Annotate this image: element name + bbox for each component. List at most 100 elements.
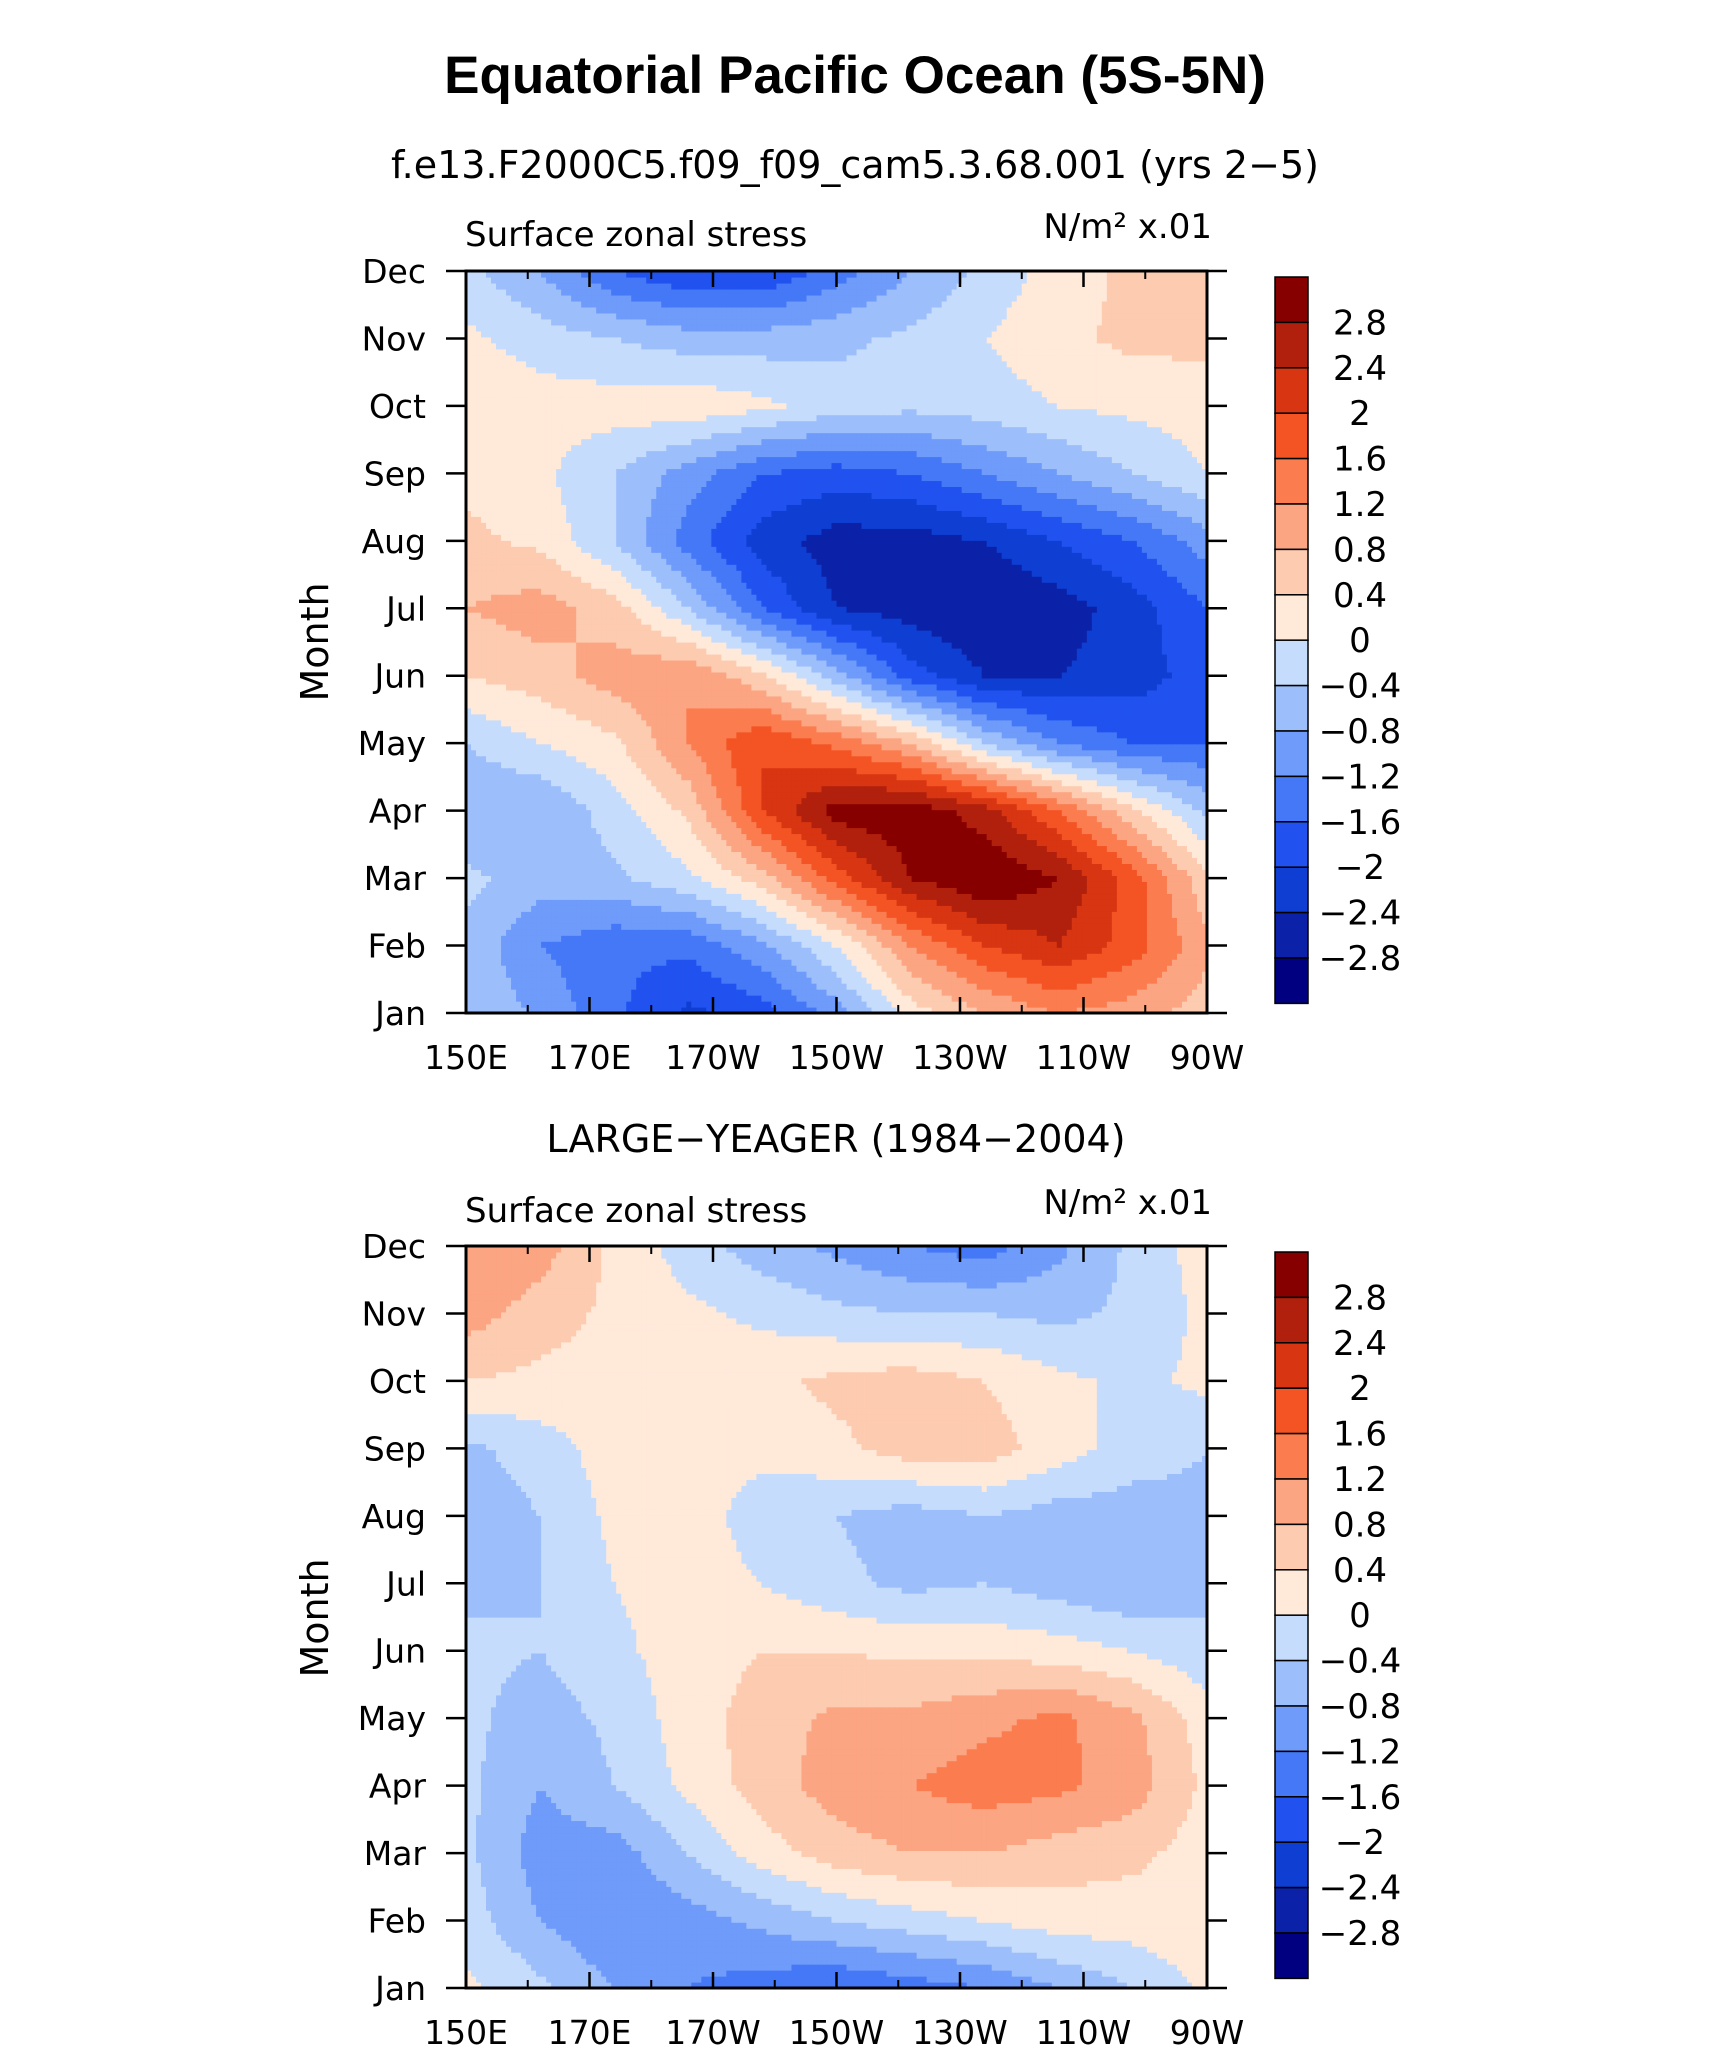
heatmap-cell	[731, 833, 737, 841]
heatmap-cell	[716, 953, 722, 960]
heatmap-cell	[686, 875, 692, 882]
heatmap-cell	[821, 893, 828, 900]
heatmap-cell	[871, 923, 878, 930]
heatmap-cell	[586, 983, 592, 990]
heatmap-cell	[1086, 875, 1093, 882]
heatmap-cell	[576, 821, 582, 829]
heatmap-cell	[896, 953, 903, 960]
heatmap-cell	[511, 875, 517, 882]
heatmap-cell	[921, 929, 928, 936]
heatmap-cell	[956, 935, 963, 942]
heatmap-cell	[616, 869, 622, 876]
heatmap-cell	[551, 809, 557, 817]
heatmap-cell	[611, 869, 617, 876]
heatmap-cell	[811, 941, 818, 948]
heatmap-cell	[826, 953, 833, 960]
heatmap-cell	[581, 959, 587, 966]
heatmap-cell	[866, 977, 873, 984]
heatmap-cell	[701, 923, 707, 930]
heatmap-cell	[886, 857, 893, 864]
heatmap-cell	[756, 851, 762, 859]
heatmap-cell	[1056, 977, 1063, 984]
heatmap-cell	[841, 983, 848, 990]
heatmap-cell	[766, 869, 773, 876]
heatmap-cell	[1186, 1007, 1193, 1014]
heatmap-cell	[886, 923, 893, 930]
heatmap-cell	[821, 869, 828, 876]
heatmap-cell	[606, 881, 612, 888]
heatmap-cell	[781, 965, 788, 972]
heatmap-cell	[916, 1007, 923, 1014]
heatmap-cell	[696, 911, 702, 918]
heatmap-cell	[1041, 995, 1048, 1002]
heatmap-cell	[1176, 815, 1183, 823]
heatmap-cell	[586, 821, 592, 829]
heatmap-cell	[506, 899, 512, 906]
heatmap-cell	[586, 863, 592, 870]
heatmap-cell	[721, 815, 727, 823]
heatmap-cell	[721, 857, 727, 864]
heatmap-cell	[1166, 911, 1173, 918]
heatmap-cell	[526, 941, 532, 948]
heatmap-cell	[1026, 827, 1033, 835]
heatmap-cell	[986, 827, 993, 835]
heatmap-cell	[1056, 881, 1063, 888]
heatmap-cell	[921, 875, 928, 882]
heatmap-cell	[681, 839, 687, 847]
heatmap-cell	[791, 887, 798, 894]
heatmap-cell	[526, 935, 532, 942]
heatmap-cell	[696, 821, 702, 829]
heatmap-cell	[646, 947, 652, 954]
heatmap-cell	[941, 1007, 948, 1014]
heatmap-cell	[491, 1007, 497, 1014]
heatmap-cell	[631, 941, 637, 948]
heatmap-cell	[851, 959, 858, 966]
heatmap-cell	[711, 923, 717, 930]
heatmap-cell	[1006, 809, 1013, 817]
heatmap-cell	[881, 821, 888, 829]
heatmap-cell	[1201, 965, 1208, 972]
heatmap-cell	[1076, 845, 1083, 853]
heatmap-cell	[761, 833, 768, 841]
heatmap-cell	[561, 911, 567, 918]
heatmap-cell	[1116, 815, 1123, 823]
heatmap-cell	[881, 911, 888, 918]
heatmap-cell	[771, 977, 778, 984]
heatmap-cell	[656, 821, 662, 829]
heatmap-cell	[961, 839, 968, 847]
heatmap-cell	[1016, 989, 1023, 996]
heatmap-cell	[631, 857, 637, 864]
heatmap-cell	[481, 839, 487, 847]
heatmap-cell	[926, 971, 933, 978]
heatmap-cell	[1021, 881, 1028, 888]
heatmap-cell	[786, 965, 793, 972]
heatmap-cell	[1056, 857, 1063, 864]
heatmap-cell	[616, 935, 622, 942]
heatmap-cell	[861, 851, 868, 859]
heatmap-cell	[586, 809, 592, 817]
heatmap-cell	[496, 851, 502, 859]
heatmap-cell	[731, 959, 737, 966]
heatmap-cell	[1061, 821, 1068, 829]
heatmap-cell	[951, 965, 958, 972]
heatmap-cell	[951, 899, 958, 906]
heatmap-cell	[956, 827, 963, 835]
heatmap-cell	[816, 971, 823, 978]
heatmap-cell	[966, 869, 973, 876]
heatmap-cell	[1041, 869, 1048, 876]
heatmap-cell	[811, 899, 818, 906]
heatmap-cell	[1126, 989, 1133, 996]
heatmap-cell	[996, 983, 1003, 990]
heatmap-cell	[1196, 1001, 1203, 1008]
heatmap-cell	[581, 881, 587, 888]
heatmap-cell	[646, 935, 652, 942]
heatmap-cell	[791, 833, 798, 841]
heatmap-cell	[471, 935, 477, 942]
heatmap-cell	[846, 959, 853, 966]
heatmap-cell	[1096, 983, 1103, 990]
heatmap-cell	[551, 977, 557, 984]
heatmap-cell	[731, 977, 737, 984]
heatmap-cell	[1026, 911, 1033, 918]
heatmap-cell	[526, 887, 532, 894]
heatmap-cell	[856, 959, 863, 966]
